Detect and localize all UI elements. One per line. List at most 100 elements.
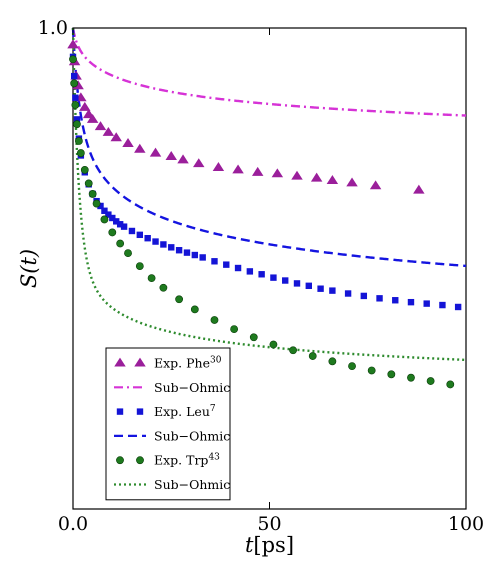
- axis-labels: t[ps] S(t): [17, 249, 294, 557]
- legend-label-name: Sub−Ohmic: [154, 428, 230, 443]
- data-point-triangle: [86, 113, 99, 123]
- data-point-square: [344, 290, 352, 297]
- data-point-circle: [387, 370, 396, 379]
- legend-label-sup: 7: [210, 404, 216, 414]
- data-point-square: [109, 214, 116, 222]
- data-point-square: [72, 94, 79, 101]
- data-point-square: [160, 241, 167, 248]
- data-point-square: [407, 298, 415, 306]
- data-point-square: [392, 297, 399, 304]
- data-point-circle: [147, 274, 156, 283]
- data-point-square: [223, 261, 230, 268]
- data-point-square: [360, 292, 368, 300]
- legend-label: Sub−Ohmic: [154, 477, 230, 492]
- data-point-square: [282, 277, 289, 284]
- data-point-square: [439, 301, 446, 309]
- data-point-triangle: [67, 39, 79, 49]
- data-point-square: [258, 271, 265, 278]
- data-point-circle: [210, 316, 219, 324]
- data-point-circle: [175, 295, 184, 304]
- data-point-square: [293, 280, 301, 287]
- data-point-circle: [446, 380, 455, 389]
- data-point-circle: [230, 325, 239, 334]
- data-point-square: [120, 223, 128, 230]
- data-point-circle: [249, 333, 258, 342]
- data-point-square: [136, 231, 144, 239]
- data-point-circle: [159, 283, 168, 292]
- legend-label: Exp. Trp43: [154, 453, 220, 468]
- legend-marker: [136, 456, 144, 465]
- data-point-square: [317, 285, 324, 292]
- data-point-triangle: [310, 172, 323, 182]
- data-point-triangle: [122, 138, 134, 147]
- data-point-square: [199, 254, 206, 261]
- data-point-triangle: [177, 154, 189, 164]
- data-point-triangle: [110, 132, 122, 142]
- legend-label-name: Sub−Ohmic: [154, 380, 230, 395]
- legend-marker: [116, 408, 124, 415]
- data-point-circle: [88, 190, 97, 198]
- legend-label-sup: 30: [210, 356, 222, 366]
- legend-box: [105, 347, 231, 501]
- fit-curve-3: [71, 27, 467, 268]
- legend-label-name: Exp. Leu: [154, 404, 210, 419]
- data-point-square: [152, 238, 159, 245]
- data-point-circle: [289, 346, 297, 355]
- data-point-triangle: [165, 150, 177, 160]
- data-point-square: [144, 234, 151, 242]
- x-tick-label: 50: [257, 513, 281, 535]
- data-point-triangle: [102, 126, 115, 136]
- data-point-square: [270, 274, 277, 281]
- data-point-square: [101, 207, 108, 214]
- x-axis-unit: [ps]: [253, 533, 294, 557]
- legend-label: Exp. Leu7: [154, 404, 216, 419]
- data-point-circle: [80, 165, 89, 174]
- data-point-triangle: [134, 143, 146, 153]
- legend-label-name: Exp. Phe: [154, 356, 210, 371]
- data-point-square: [105, 211, 112, 218]
- data-point-circle: [108, 228, 117, 237]
- data-point-square: [454, 303, 462, 311]
- data-point-triangle: [82, 109, 95, 119]
- data-point-square: [376, 295, 383, 302]
- data-point-triangle: [94, 121, 107, 131]
- x-axis-variable: t: [245, 533, 254, 557]
- data-point-square: [113, 218, 120, 225]
- data-point-square: [329, 287, 336, 294]
- data-point-triangle: [79, 101, 91, 111]
- data-point-square: [97, 202, 104, 210]
- data-point-circle: [70, 79, 79, 88]
- data-point-square: [423, 300, 430, 307]
- data-point-triangle: [271, 168, 284, 178]
- data-point-triangle: [346, 177, 358, 187]
- data-point-circle: [269, 340, 278, 349]
- data-point-circle: [407, 373, 415, 382]
- fit-curve-5: [71, 27, 467, 362]
- data-point-square: [168, 244, 175, 251]
- legend-marker: [114, 357, 126, 367]
- data-point-triangle: [369, 180, 382, 190]
- data-point-square: [70, 72, 78, 80]
- data-point-square: [175, 247, 183, 254]
- data-point-circle: [73, 120, 81, 129]
- x-axis-label: t[ps]: [245, 533, 294, 557]
- data-point-square: [305, 282, 312, 290]
- axis-ticks: 0.0 50 100 1.0: [38, 17, 484, 535]
- data-point-circle: [92, 199, 101, 208]
- data-point-square: [116, 221, 124, 228]
- data-point-circle: [367, 366, 376, 375]
- data-point-circle: [190, 305, 199, 314]
- legend-label-sup: 43: [208, 453, 220, 463]
- data-point-circle: [328, 357, 337, 366]
- data-point-circle: [426, 377, 435, 385]
- x-tick-label: 0.0: [58, 513, 88, 535]
- legend-marker: [134, 357, 146, 367]
- data-point-circle: [71, 101, 80, 109]
- data-point-circle: [69, 55, 77, 64]
- data-point-circle: [308, 352, 317, 360]
- data-point-triangle: [291, 170, 303, 180]
- fit-curves: [71, 27, 467, 362]
- data-point-triangle: [413, 184, 425, 194]
- legend-label-name: Sub−Ohmic: [154, 477, 230, 492]
